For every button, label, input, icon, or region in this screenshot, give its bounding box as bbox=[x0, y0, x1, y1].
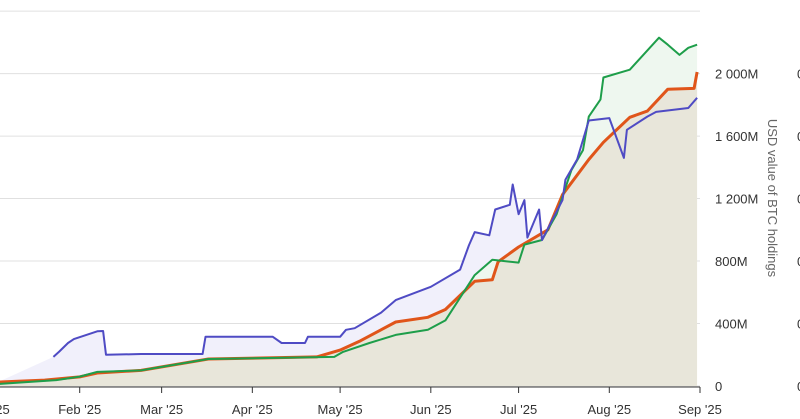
x-tick-label: Mar '25 bbox=[140, 402, 183, 417]
x-tick-label: Aug '25 bbox=[587, 402, 631, 417]
y-tick-label: 800M bbox=[715, 254, 748, 269]
x-tick-label: Feb '25 bbox=[58, 402, 101, 417]
y2-tick-label: 0 bbox=[797, 317, 800, 332]
y2-tick-label: 0 bbox=[797, 67, 800, 82]
x-tick-label: Sep '25 bbox=[678, 402, 722, 417]
y2-tick-label: 0 bbox=[797, 379, 800, 394]
x-tick-label: Jun '25 bbox=[410, 402, 452, 417]
y2-tick-label: 0 bbox=[797, 129, 800, 144]
blue-range-area bbox=[0, 72, 698, 383]
y-tick-label: 1 600M bbox=[715, 129, 758, 144]
x-tick-label: Apr '25 bbox=[232, 402, 273, 417]
x-tick-label: Jul '25 bbox=[500, 402, 537, 417]
y-tick-label: 400M bbox=[715, 317, 748, 332]
blue-series-line bbox=[52, 97, 698, 358]
y-tick-label: 2 000M bbox=[715, 67, 758, 82]
y-tick-label: 0 bbox=[715, 379, 722, 394]
y2-tick-label: 0 bbox=[797, 192, 800, 207]
y-axis-label: USD value of BTC holdings bbox=[765, 119, 780, 278]
x-tick-label: May '25 bbox=[318, 402, 363, 417]
green-series-line bbox=[0, 36, 698, 385]
cost-basis-area bbox=[0, 72, 698, 386]
y2-tick-label: 0 bbox=[797, 254, 800, 269]
x-tick-label: Jan '25 bbox=[0, 402, 10, 417]
y-tick-label: 1 200M bbox=[715, 192, 758, 207]
